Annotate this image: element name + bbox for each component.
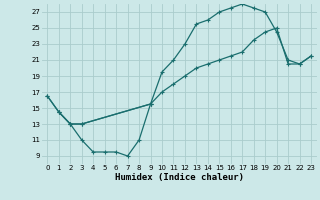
X-axis label: Humidex (Indice chaleur): Humidex (Indice chaleur) [115,173,244,182]
